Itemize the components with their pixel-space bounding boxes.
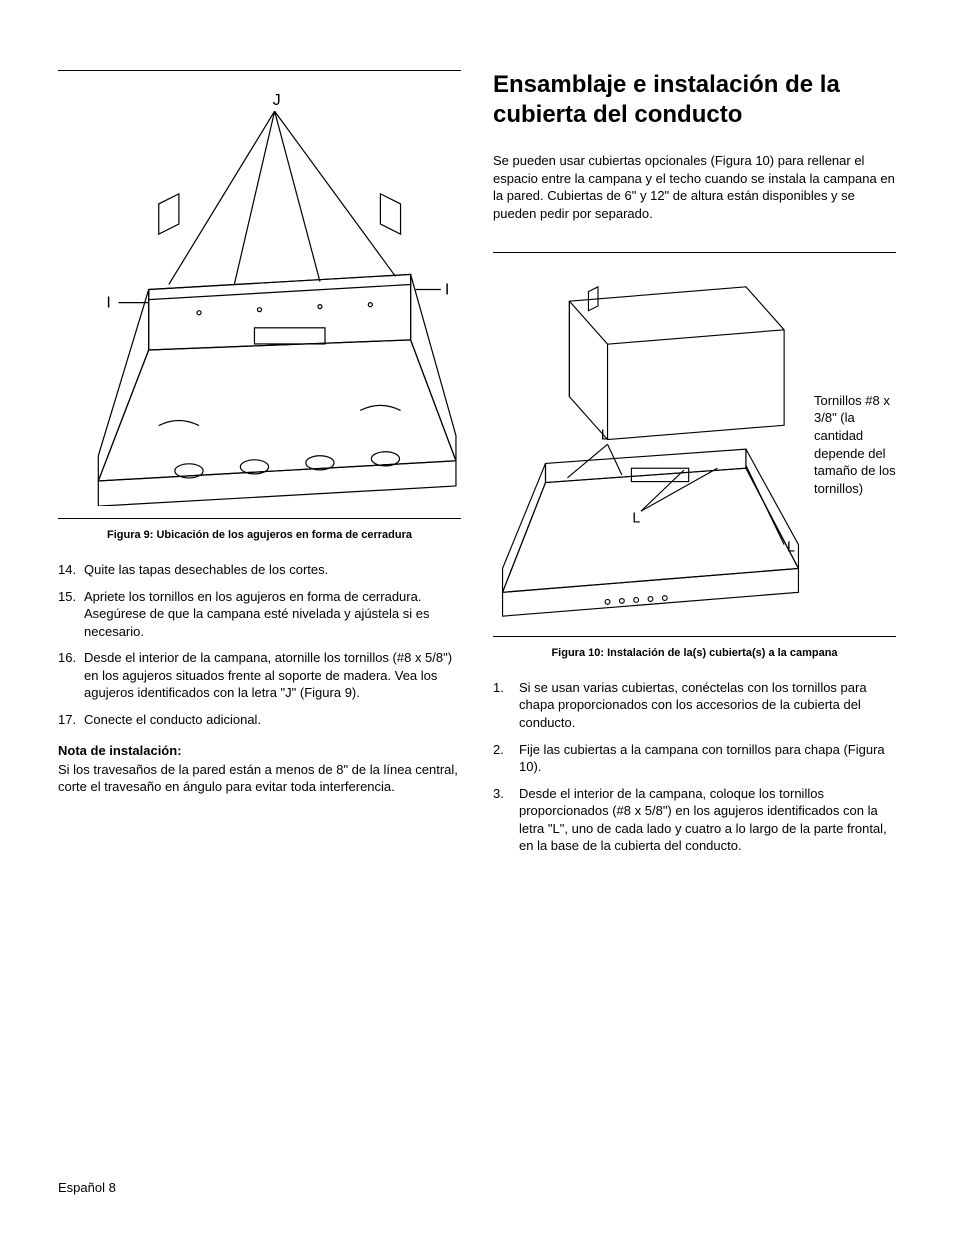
- step-17: Conecte el conducto adicional.: [58, 711, 461, 729]
- label-L-2: L: [632, 511, 640, 527]
- figure-10-box: L L L Tornillos #8 x 3/8" (la cantidad d…: [493, 252, 896, 637]
- rstep-1: Si se usan varias cubiertas, conéctelas …: [493, 679, 896, 732]
- step-16: Desde el interior de la campana, atornil…: [58, 649, 461, 702]
- label-J: J: [273, 91, 281, 109]
- install-note-title: Nota de instalación:: [58, 743, 461, 758]
- label-L-1: L: [601, 428, 609, 444]
- right-steps-list: Si se usan varias cubiertas, conéctelas …: [493, 679, 896, 855]
- rstep-3: Desde el interior de la campana, coloque…: [493, 785, 896, 855]
- section-heading: Ensamblaje e instalación de la cubierta …: [493, 70, 896, 130]
- label-I-left: I: [106, 294, 110, 312]
- install-note-body: Si los travesaños de la pared están a me…: [58, 761, 461, 796]
- two-column-layout: J I I Figura 9: Ubicación de los agujero…: [58, 70, 896, 864]
- left-steps-list: Quite las tapas desechables de los corte…: [58, 561, 461, 728]
- figure-10-side-label: Tornillos #8 x 3/8" (la cantidad depende…: [814, 392, 896, 497]
- label-L-3: L: [787, 539, 795, 555]
- label-I-right: I: [445, 281, 449, 299]
- page-footer: Español 8: [58, 1180, 116, 1195]
- rstep-2: Fije las cubiertas a la campana con torn…: [493, 741, 896, 776]
- intro-paragraph: Se pueden usar cubiertas opcionales (Fig…: [493, 152, 896, 222]
- right-column: Ensamblaje e instalación de la cubierta …: [493, 70, 896, 864]
- figure-10-caption: Figura 10: Instalación de la(s) cubierta…: [493, 647, 896, 659]
- figure-9-box: J I I: [58, 70, 461, 519]
- figure-9-caption: Figura 9: Ubicación de los agujeros en f…: [58, 529, 461, 541]
- figure-9-illustration: J I I: [58, 71, 461, 518]
- step-14: Quite las tapas desechables de los corte…: [58, 561, 461, 579]
- figure-10-illustration: L L L: [493, 263, 808, 626]
- step-15: Apriete los tornillos en los agujeros en…: [58, 588, 461, 641]
- left-column: J I I Figura 9: Ubicación de los agujero…: [58, 70, 461, 864]
